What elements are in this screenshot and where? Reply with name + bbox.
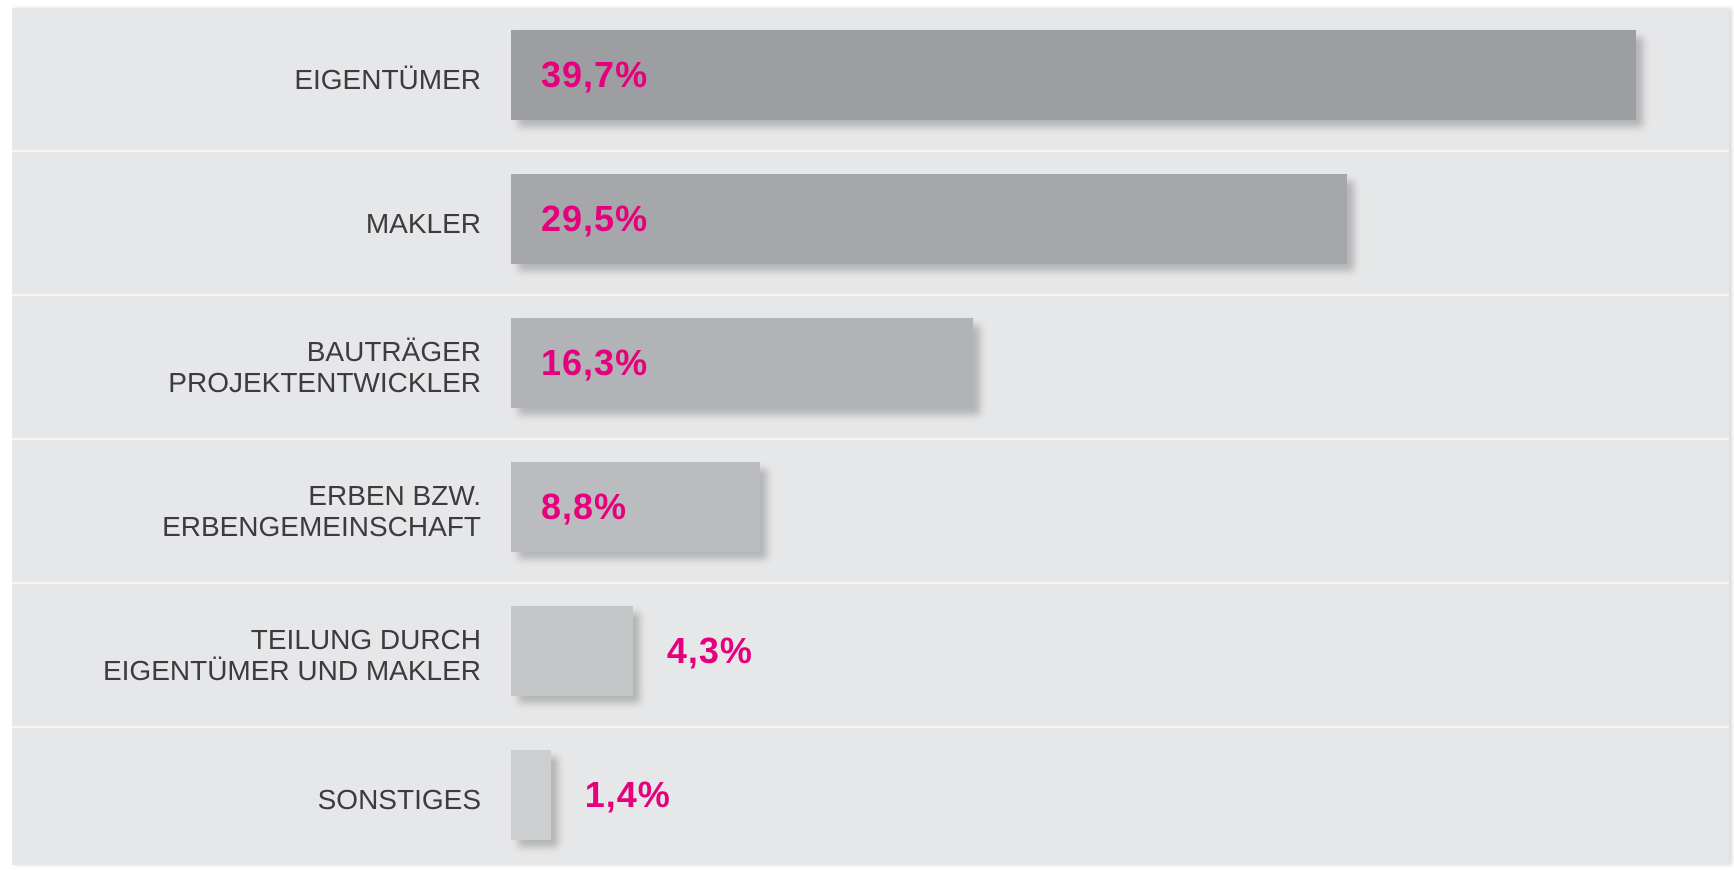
bar — [511, 750, 551, 840]
value-label: 1,4% — [584, 774, 671, 815]
category-label: MAKLER — [365, 207, 481, 239]
bar — [511, 174, 1348, 264]
row: SONSTIGES 1,4% — [12, 728, 1729, 870]
value-label: 8,8% — [541, 486, 628, 527]
value-label: 4,3% — [666, 630, 753, 671]
row: EIGENTÜMER 39,7% — [12, 8, 1729, 152]
category-label: BAUTRÄGER PROJEKTENTWICKLER — [168, 336, 481, 398]
chart: EIGENTÜMER 39,7% MAKLER 29,5% BAUTRÄGER PROJ… — [12, 8, 1729, 865]
category-label: TEILUNG DURCH EIGENTÜMER UND MAKLER — [102, 624, 481, 686]
bar — [511, 30, 1637, 120]
row: MAKLER 29,5% — [12, 152, 1729, 296]
value-label: 29,5% — [541, 198, 649, 239]
row: ERBEN BZW. ERBENGEMEINSCHAFT 8,8% — [12, 440, 1729, 584]
bar — [511, 462, 761, 552]
row: BAUTRÄGER PROJEKTENTWICKLER 16,3% — [12, 296, 1729, 440]
category-label: SONSTIGES — [317, 783, 481, 815]
value-label: 39,7% — [541, 54, 649, 95]
category-label: EIGENTÜMER — [294, 63, 481, 95]
row: TEILUNG DURCH EIGENTÜMER UND MAKLER 4,3% — [12, 584, 1729, 728]
bar — [511, 318, 974, 408]
bar — [511, 606, 633, 696]
value-label: 16,3% — [541, 342, 649, 383]
category-label: ERBEN BZW. ERBENGEMEINSCHAFT — [162, 480, 481, 542]
